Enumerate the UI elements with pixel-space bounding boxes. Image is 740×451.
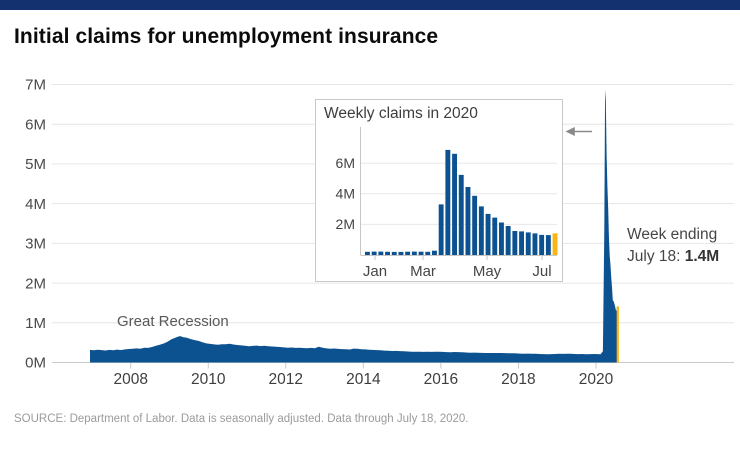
svg-text:2014: 2014: [346, 371, 381, 388]
svg-text:2012: 2012: [269, 371, 303, 388]
brand-top-bar: [0, 0, 740, 10]
svg-text:1M: 1M: [25, 315, 46, 332]
main-axis-labels: 0M 1M 2M 3M 4M 5M 6M 7M 2008 2010 2012 2014 2016 2018…: [25, 77, 613, 388]
great-recession-annotation: Great Recession: [117, 313, 229, 330]
svg-text:0M: 0M: [25, 355, 46, 372]
svg-text:2018: 2018: [501, 371, 535, 388]
svg-text:2M: 2M: [25, 275, 46, 292]
svg-text:3M: 3M: [25, 236, 46, 253]
main-area-series: [90, 89, 619, 363]
svg-text:May: May: [473, 263, 502, 280]
svg-text:7M: 7M: [25, 77, 46, 94]
svg-text:4M: 4M: [25, 196, 46, 213]
inset-panel: 2M 4M 6M Jan Mar May Jul Weekly claims in 2020: [315, 99, 563, 282]
svg-text:2M: 2M: [336, 216, 355, 232]
svg-text:6M: 6M: [336, 155, 355, 171]
annotation-value: 1.4M: [684, 248, 720, 265]
svg-text:Jul: Jul: [532, 263, 551, 280]
svg-text:2020: 2020: [579, 371, 614, 388]
svg-text:2016: 2016: [424, 371, 458, 388]
inset-title: Weekly claims in 2020: [324, 105, 478, 122]
inset-bar-chart: 2M 4M 6M Jan Mar May Jul: [336, 127, 558, 280]
svg-text:Jan: Jan: [363, 263, 387, 280]
latest-value-annotation: Week ending July 18: 1.4M: [627, 224, 719, 268]
svg-text:4M: 4M: [336, 186, 355, 202]
annotation-line2-prefix: July 18:: [627, 248, 685, 265]
svg-text:Mar: Mar: [410, 263, 436, 280]
svg-text:2008: 2008: [113, 371, 147, 388]
page-title: Initial claims for unemployment insuranc…: [14, 25, 439, 48]
arrow-left-icon: [565, 127, 592, 136]
source-note: SOURCE: Department of Labor. Data is sea…: [14, 413, 469, 425]
svg-text:2010: 2010: [191, 371, 226, 388]
svg-text:5M: 5M: [25, 156, 46, 173]
annotation-line1: Week ending: [627, 226, 718, 243]
svg-text:6M: 6M: [25, 116, 46, 133]
